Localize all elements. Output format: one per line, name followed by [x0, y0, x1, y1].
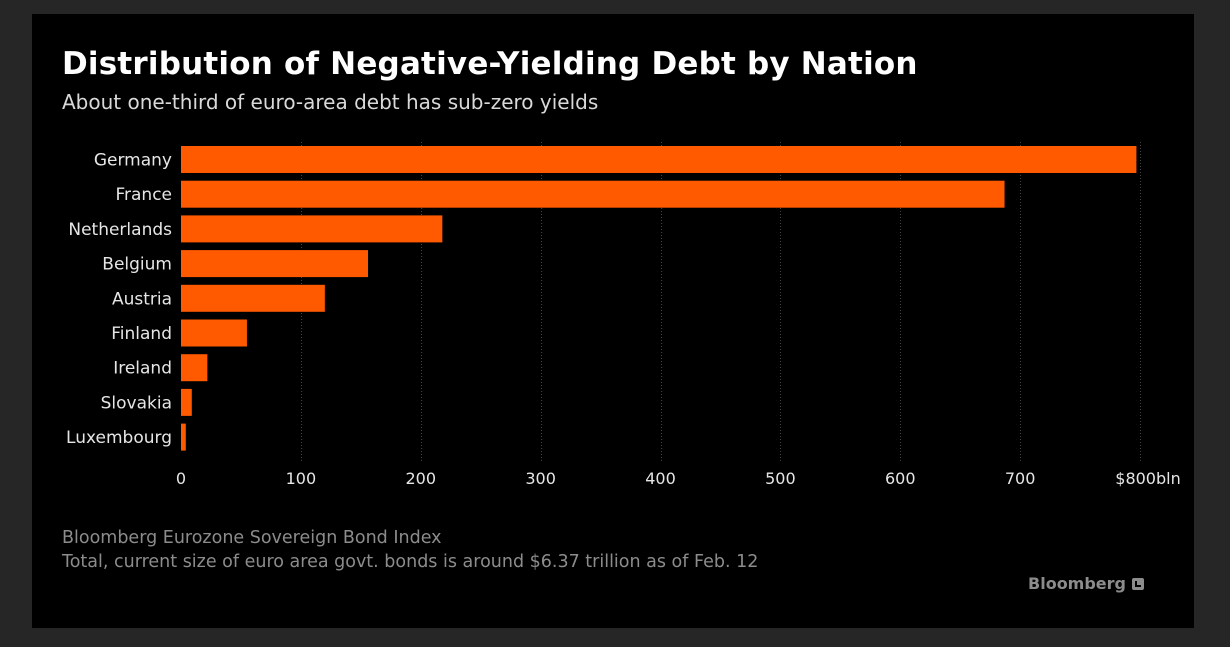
bar	[181, 180, 1005, 208]
bar	[181, 319, 247, 347]
category-label: Luxembourg	[66, 428, 172, 448]
chart-title: Distribution of Negative-Yielding Debt b…	[62, 46, 918, 82]
x-tick-label: 0	[176, 469, 186, 488]
category-label: Belgium	[102, 255, 172, 275]
footnote: Total, current size of euro area govt. b…	[62, 552, 759, 572]
x-tick-label: 200	[405, 469, 436, 488]
category-label: Netherlands	[68, 220, 172, 240]
category-label: Slovakia	[101, 393, 172, 413]
chart-subtitle: About one-third of euro-area debt has su…	[62, 90, 599, 114]
brand-name: Bloomberg	[1028, 574, 1126, 593]
chart-panel: Distribution of Negative-Yielding Debt b…	[32, 14, 1194, 628]
bar	[181, 284, 325, 312]
bar	[181, 388, 192, 416]
x-tick-label: 400	[645, 469, 676, 488]
x-tick-label: 100	[286, 469, 317, 488]
source-note: Bloomberg Eurozone Sovereign Bond Index	[62, 528, 442, 548]
x-tick-label: 300	[525, 469, 556, 488]
bar	[181, 215, 443, 243]
bloomberg-logo: Bloomberg	[1028, 574, 1144, 593]
category-label: Ireland	[113, 359, 172, 379]
x-tick-label: 500	[765, 469, 796, 488]
category-label: France	[115, 185, 172, 205]
bar	[181, 146, 1137, 173]
x-tick-label: 700	[1005, 469, 1036, 488]
category-label: Finland	[111, 324, 172, 344]
bar	[181, 250, 369, 278]
x-tick-label: $800bln	[1115, 469, 1180, 488]
chart-icon	[1132, 577, 1144, 590]
x-tick-label: 600	[885, 469, 916, 488]
bar	[181, 354, 208, 382]
category-label: Germany	[94, 151, 172, 171]
bar	[181, 423, 186, 451]
category-label: Austria	[112, 289, 172, 309]
bar-chart: Germany France Netherlands Belgium Austria Fi…	[66, 142, 1181, 488]
